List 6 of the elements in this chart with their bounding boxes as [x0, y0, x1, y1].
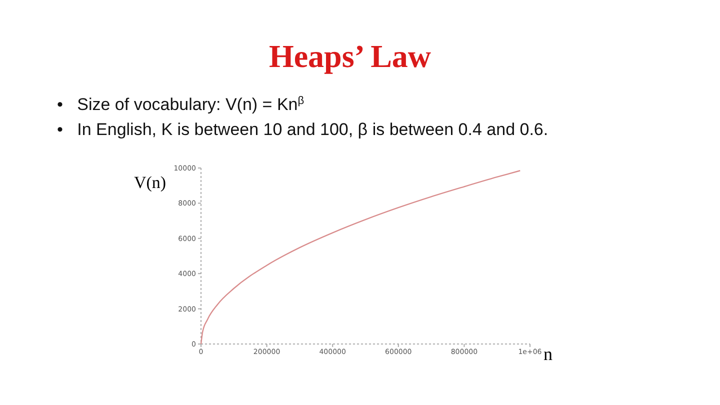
line-series [200, 170, 521, 345]
chart-title: Heaps’ Law [268, 38, 432, 74]
text: • In English, K is between 10 and 100, β is between 0.4 and 0.6. [57, 120, 548, 139]
x-axis-title: n [544, 344, 552, 364]
y-axis-title: V(n) [134, 173, 166, 192]
text: • Size of vocabulary: V(n) = Kn$^{β}$ [57, 95, 304, 114]
